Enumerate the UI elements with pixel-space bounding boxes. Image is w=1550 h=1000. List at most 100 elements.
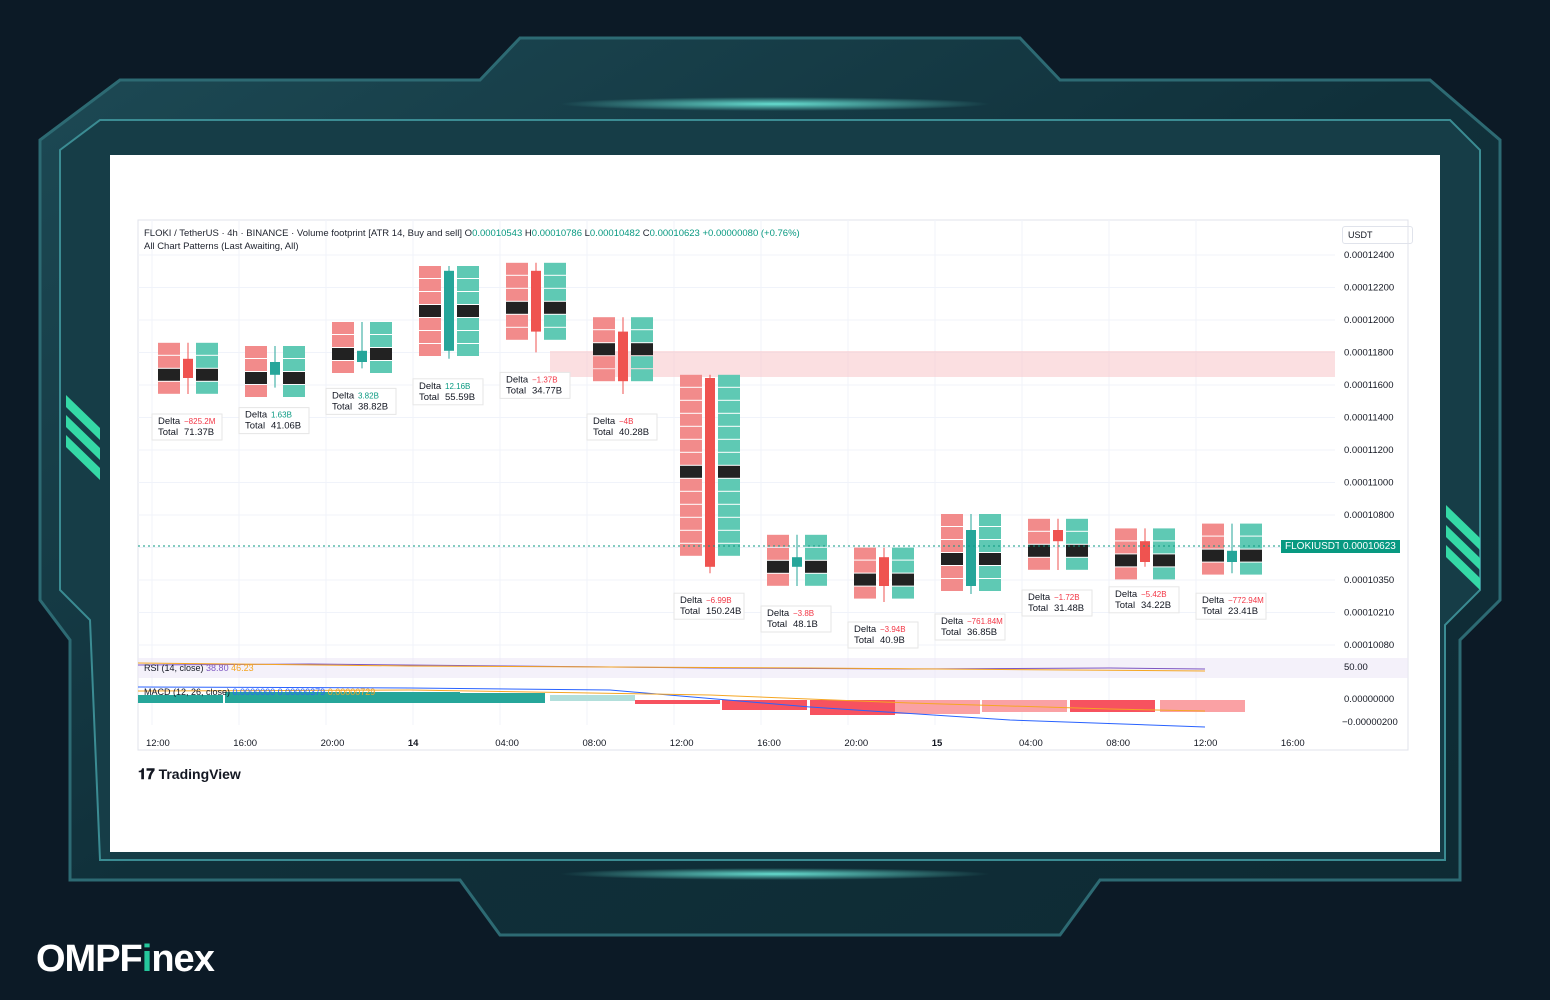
- resistance-zone: [550, 351, 1335, 377]
- total-label: Total: [419, 392, 439, 403]
- footprint-sell-cell: [854, 586, 876, 599]
- footprint-sell-cell: [419, 266, 441, 278]
- delta-box: [325, 387, 397, 415]
- footprint-buy-cell: [718, 452, 740, 465]
- footprint-sell-cell: [767, 547, 789, 560]
- footprint-sell-cell: [158, 342, 180, 355]
- time-tick-label: 12:00: [146, 738, 170, 749]
- tradingview-text: TradingView: [158, 766, 241, 782]
- footprint-buy-cell: [457, 279, 479, 291]
- footprint-buy-cell: [1153, 541, 1175, 554]
- currency-selector[interactable]: USDT: [1342, 226, 1413, 244]
- macd-value-1: 0.0000000: [232, 687, 276, 697]
- delta-label: Delta: [158, 416, 181, 427]
- l-label: L: [584, 228, 590, 239]
- footprint-buy-cell: [718, 439, 740, 452]
- macd-signal-line: [137, 689, 1206, 712]
- delta-box: [760, 605, 832, 633]
- macd-histogram-bar: [375, 692, 460, 703]
- candle-body: [1053, 530, 1063, 542]
- footprint-sell-cell: [1028, 531, 1050, 544]
- delta-label: Delta: [1115, 589, 1138, 600]
- tradingview-logo-icon: 𝟏𝟕: [138, 766, 155, 783]
- footprint-sell-cell: [593, 369, 615, 382]
- delta-box: [238, 407, 310, 435]
- footprint-sell-cell: [419, 292, 441, 304]
- total-value: 150.24B: [706, 606, 741, 617]
- price-tick-label: 0.00011600: [1344, 380, 1394, 391]
- delta-value: −4B: [619, 417, 633, 426]
- footprint-buy-cell: [196, 355, 218, 368]
- o-value: 0.00010543: [472, 228, 523, 239]
- delta-label: Delta: [419, 381, 442, 392]
- total-value: 55.59B: [445, 392, 475, 403]
- footprint-buy-cell: [631, 330, 653, 343]
- footprint-buy-cell: [1066, 544, 1088, 557]
- footprint-sell-cell: [680, 439, 702, 452]
- footprint-buy-cell: [631, 343, 653, 356]
- delta-label: Delta: [332, 390, 355, 401]
- macd-histogram-bar: [460, 693, 545, 703]
- delta-value: −761.84M: [967, 617, 1003, 626]
- total-label: Total: [767, 619, 787, 630]
- footprint-buy-cell: [718, 517, 740, 530]
- footprint-sell-cell: [506, 301, 528, 314]
- delta-value: −6.99B: [706, 596, 732, 605]
- macd-zero-label: 0.00000000: [1344, 694, 1394, 705]
- footprint-buy-cell: [196, 381, 218, 394]
- delta-value: −5.42B: [1141, 590, 1167, 599]
- footprint-sell-cell: [680, 374, 702, 387]
- footprint-buy-cell: [718, 387, 740, 400]
- footprint-buy-cell: [457, 318, 479, 330]
- footprint-buy-cell: [718, 491, 740, 504]
- footprint-buy-cell: [283, 385, 305, 397]
- footprint-sell-cell: [1028, 544, 1050, 557]
- macd-histogram-bar: [635, 700, 720, 704]
- time-tick-label: 20:00: [844, 738, 868, 749]
- footprint-buy-cell: [544, 314, 566, 327]
- rsi-value-2: 46.23: [231, 663, 254, 673]
- total-label: Total: [1115, 600, 1135, 611]
- footprint-sell-cell: [941, 553, 963, 565]
- candle-body: [792, 557, 802, 567]
- ticker-symbol: FLOKIUSDT: [1281, 540, 1346, 553]
- delta-value: −1.37B: [532, 375, 558, 384]
- macd-histogram-bar: [138, 695, 223, 703]
- h-label: H: [524, 228, 532, 239]
- footprint-sell-cell: [941, 566, 963, 578]
- footprint-sell-cell: [245, 372, 267, 384]
- macd-value-3: 0.00000729: [327, 687, 376, 697]
- footprint-buy-cell: [1153, 554, 1175, 567]
- change-value: +0.00000080 (+0.76%): [702, 228, 800, 239]
- time-tick-label: 08:00: [1106, 738, 1130, 749]
- price-tick-label: 0.00011000: [1344, 478, 1394, 489]
- time-tick-label: 04:00: [495, 738, 519, 749]
- delta-box: [673, 592, 745, 620]
- total-value: 36.85B: [967, 627, 997, 638]
- delta-label: Delta: [593, 416, 616, 427]
- footprint-sell-cell: [680, 387, 702, 400]
- footprint-sell-cell: [419, 318, 441, 330]
- macd-histogram-bar: [225, 692, 310, 703]
- footprint-sell-cell: [1115, 541, 1137, 554]
- chart-canvas[interactable]: 0.00012400 0.00012200 0.00012000 0.00011800…: [110, 155, 1440, 852]
- chart-panel: 0.00012400 0.00012200 0.00012000 0.00011800…: [110, 155, 1440, 852]
- footprint-sell-cell: [245, 346, 267, 358]
- delta-box: [1108, 586, 1180, 614]
- candle-body: [183, 358, 193, 378]
- footprint-sell-cell: [1202, 536, 1224, 549]
- total-label: Total: [680, 606, 700, 617]
- delta-value: −825.2M: [184, 417, 216, 426]
- macd-value-2: 0.00000379: [277, 687, 326, 697]
- delta-box: [1021, 589, 1093, 617]
- price-tick-label: 0.00012400: [1344, 250, 1394, 261]
- macd-legend: MACD (12, 26, close) 0.0000000 0.0000037…: [144, 687, 375, 697]
- footprint-sell-cell: [1115, 528, 1137, 541]
- footprint-sell-cell: [1115, 554, 1137, 567]
- time-tick-label: 14: [408, 738, 419, 749]
- footprint-sell-cell: [680, 478, 702, 491]
- candle-body: [705, 378, 715, 567]
- footprint-buy-cell: [979, 579, 1001, 591]
- candle-body: [531, 270, 541, 332]
- delta-value: 12.16B: [445, 382, 470, 391]
